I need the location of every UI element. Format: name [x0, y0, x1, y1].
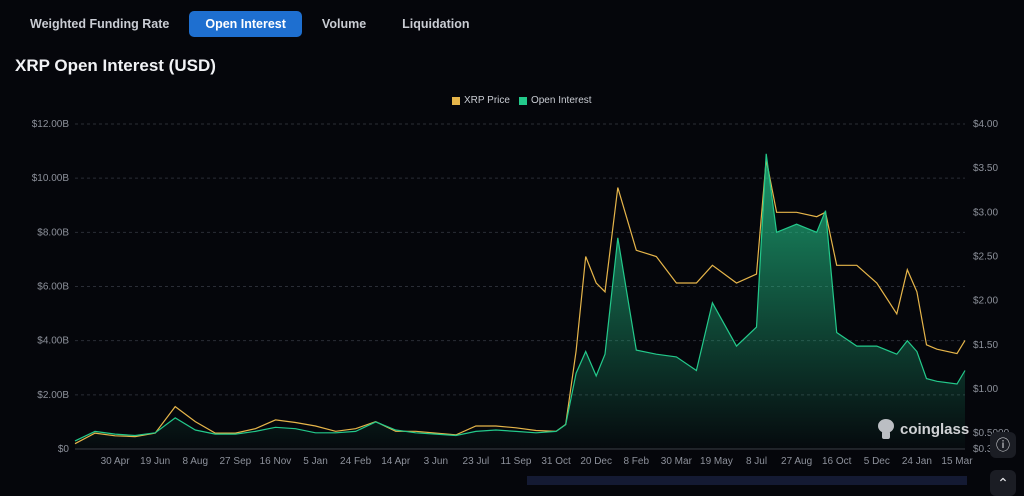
- x-tick-label: 5 Dec: [864, 456, 890, 467]
- y-right-tick-label: $4.00: [973, 119, 998, 130]
- x-tick-label: 16 Oct: [822, 456, 852, 467]
- x-tick-label: 24 Feb: [340, 456, 372, 467]
- y-right-tick-label: $3.50: [973, 163, 998, 174]
- x-tick-label: 14 Apr: [381, 456, 411, 467]
- x-tick-label: 8 Feb: [623, 456, 649, 467]
- coinglass-mascot-icon: [876, 418, 896, 440]
- x-tick-label: 19 May: [700, 456, 733, 467]
- x-tick-label: 30 Apr: [101, 456, 131, 467]
- scroll-top-button[interactable]: ⌃: [990, 470, 1016, 496]
- y-left-tick-label: $2.00B: [37, 390, 69, 401]
- x-tick-label: 8 Jul: [746, 456, 767, 467]
- x-tick-label: 19 Jun: [140, 456, 170, 467]
- x-tick-label: 16 Nov: [260, 456, 292, 467]
- y-left-tick-label: $4.00B: [37, 336, 69, 347]
- y-left-tick-label: $6.00B: [37, 282, 69, 293]
- y-right-tick-label: $2.50: [973, 251, 998, 262]
- feedback-button[interactable]: ⓘ: [990, 432, 1016, 458]
- oi-area: [75, 154, 965, 449]
- y-right-tick-label: $2.00: [973, 296, 998, 307]
- y-left-tick-label: $0: [58, 444, 70, 455]
- x-tick-label: 23 Jul: [463, 456, 490, 467]
- y-left-tick-label: $10.00B: [32, 173, 70, 184]
- x-tick-label: 15 Mar: [941, 456, 973, 467]
- y-left-tick-label: $8.00B: [37, 227, 69, 238]
- info-icon: ⓘ: [996, 435, 1010, 455]
- chart-plot: $0 $2.00B $4.00B $6.00B $8.00B $10.00B $12.00B…: [0, 0, 1024, 485]
- chevron-up-icon: ⌃: [997, 475, 1009, 492]
- x-tick-label: 30 Mar: [661, 456, 693, 467]
- x-tick-label: 31 Oct: [541, 456, 571, 467]
- y-left-tick-label: $12.00B: [32, 119, 70, 130]
- x-tick-label: 24 Jan: [902, 456, 932, 467]
- x-tick-label: 3 Jun: [424, 456, 448, 467]
- y-right-tick-label: $3.00: [973, 207, 998, 218]
- x-tick-label: 8 Aug: [182, 456, 208, 467]
- range-navigator[interactable]: [527, 476, 967, 485]
- y-right-tick-label: $1.00: [973, 384, 998, 395]
- brand-text: coinglass: [900, 421, 969, 438]
- y-right-tick-label: $1.50: [973, 340, 998, 351]
- x-tick-label: 20 Dec: [580, 456, 612, 467]
- x-tick-label: 5 Jan: [303, 456, 327, 467]
- x-tick-label: 11 Sep: [501, 456, 532, 467]
- x-tick-label: 27 Aug: [781, 456, 812, 467]
- coinglass-logo: coinglass: [876, 418, 969, 440]
- x-tick-label: 27 Sep: [220, 456, 252, 467]
